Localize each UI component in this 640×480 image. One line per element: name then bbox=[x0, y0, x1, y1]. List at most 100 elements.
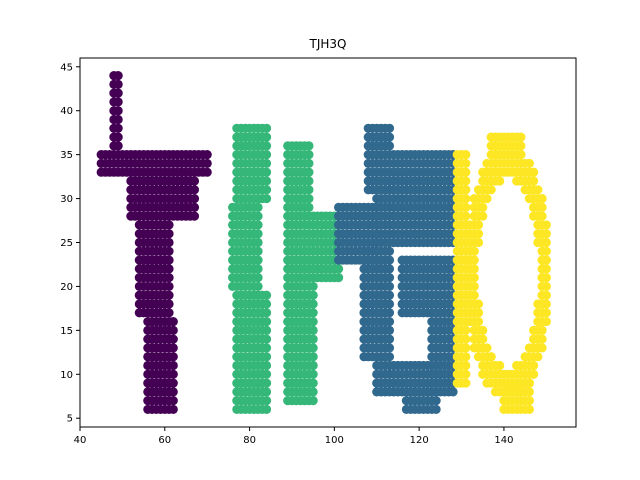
data-point bbox=[261, 387, 272, 397]
data-point bbox=[202, 167, 212, 177]
data-point bbox=[469, 264, 479, 274]
data-point bbox=[261, 334, 272, 344]
series-4 bbox=[452, 132, 551, 415]
data-point bbox=[524, 387, 534, 397]
data-point bbox=[469, 281, 479, 292]
data-point bbox=[461, 360, 471, 371]
data-point bbox=[304, 158, 314, 169]
data-point bbox=[113, 79, 123, 89]
data-point bbox=[334, 273, 344, 283]
series-1 bbox=[96, 70, 212, 415]
data-point bbox=[448, 387, 458, 397]
data-point bbox=[164, 281, 174, 292]
data-point bbox=[524, 158, 534, 169]
data-point bbox=[304, 193, 314, 204]
data-point bbox=[461, 264, 471, 274]
data-point bbox=[541, 246, 551, 256]
x-tick-label: 40 bbox=[74, 435, 87, 446]
data-point bbox=[334, 264, 344, 274]
data-point bbox=[261, 167, 272, 177]
data-point bbox=[486, 352, 496, 362]
data-point bbox=[261, 308, 272, 318]
data-point bbox=[473, 237, 484, 248]
data-point bbox=[164, 255, 174, 265]
chart-title: TJH3Q bbox=[309, 37, 347, 51]
data-points bbox=[96, 70, 551, 415]
data-point bbox=[164, 229, 174, 239]
x-tick-label: 140 bbox=[494, 435, 513, 446]
data-point bbox=[461, 246, 471, 256]
data-point bbox=[478, 211, 488, 221]
data-point bbox=[461, 273, 471, 283]
data-point bbox=[261, 378, 272, 388]
data-point bbox=[168, 325, 178, 335]
data-point bbox=[261, 123, 272, 133]
data-point bbox=[461, 158, 471, 169]
data-point bbox=[168, 396, 178, 406]
data-point bbox=[461, 237, 471, 248]
data-point bbox=[261, 290, 272, 300]
data-point bbox=[541, 299, 551, 309]
data-point bbox=[304, 167, 314, 177]
data-point bbox=[261, 176, 272, 186]
data-point bbox=[384, 334, 395, 344]
data-point bbox=[384, 246, 395, 256]
data-point bbox=[473, 229, 484, 239]
data-point bbox=[261, 369, 272, 379]
data-point bbox=[168, 387, 178, 397]
data-point bbox=[261, 404, 272, 415]
data-point bbox=[304, 202, 314, 212]
data-point bbox=[308, 316, 318, 327]
data-point bbox=[461, 176, 471, 186]
data-point bbox=[482, 343, 492, 353]
data-point bbox=[384, 308, 395, 318]
data-point bbox=[384, 316, 395, 327]
data-point bbox=[304, 141, 314, 151]
data-point bbox=[461, 290, 471, 300]
data-point bbox=[308, 360, 318, 371]
data-point bbox=[384, 352, 395, 362]
x-tick-label: 120 bbox=[410, 435, 429, 446]
data-point bbox=[537, 211, 547, 221]
data-point bbox=[308, 299, 318, 309]
data-point bbox=[189, 202, 200, 212]
data-point bbox=[202, 158, 212, 169]
data-point bbox=[537, 334, 547, 344]
data-point bbox=[261, 352, 272, 362]
data-point bbox=[529, 176, 539, 186]
data-point bbox=[384, 123, 395, 133]
data-point bbox=[478, 325, 488, 335]
data-point bbox=[308, 281, 318, 292]
data-point bbox=[541, 220, 551, 230]
data-point bbox=[308, 343, 318, 353]
x-tick-label: 80 bbox=[243, 435, 256, 446]
y-axis: 5 10 15 20 25 30 35 40 45 bbox=[60, 62, 80, 425]
data-point bbox=[189, 193, 200, 204]
data-point bbox=[461, 220, 471, 230]
data-point bbox=[113, 132, 123, 142]
data-point bbox=[261, 343, 272, 353]
data-point bbox=[431, 396, 441, 406]
data-point bbox=[308, 290, 318, 300]
data-point bbox=[113, 114, 123, 125]
data-point bbox=[461, 202, 471, 212]
data-point bbox=[384, 325, 395, 335]
y-tick-label: 20 bbox=[60, 282, 73, 293]
data-point bbox=[529, 167, 539, 177]
data-point bbox=[113, 88, 123, 98]
data-point bbox=[478, 334, 488, 344]
data-point bbox=[304, 185, 314, 195]
data-point bbox=[461, 167, 471, 177]
data-point bbox=[461, 378, 471, 388]
y-tick-label: 45 bbox=[60, 62, 73, 73]
data-point bbox=[541, 316, 551, 327]
data-point bbox=[529, 369, 539, 379]
data-point bbox=[308, 352, 318, 362]
data-point bbox=[516, 150, 526, 160]
data-point bbox=[253, 264, 263, 274]
data-point bbox=[164, 308, 174, 318]
data-point bbox=[469, 246, 479, 256]
data-point bbox=[384, 281, 395, 292]
data-point bbox=[461, 299, 471, 309]
data-point bbox=[541, 229, 551, 239]
